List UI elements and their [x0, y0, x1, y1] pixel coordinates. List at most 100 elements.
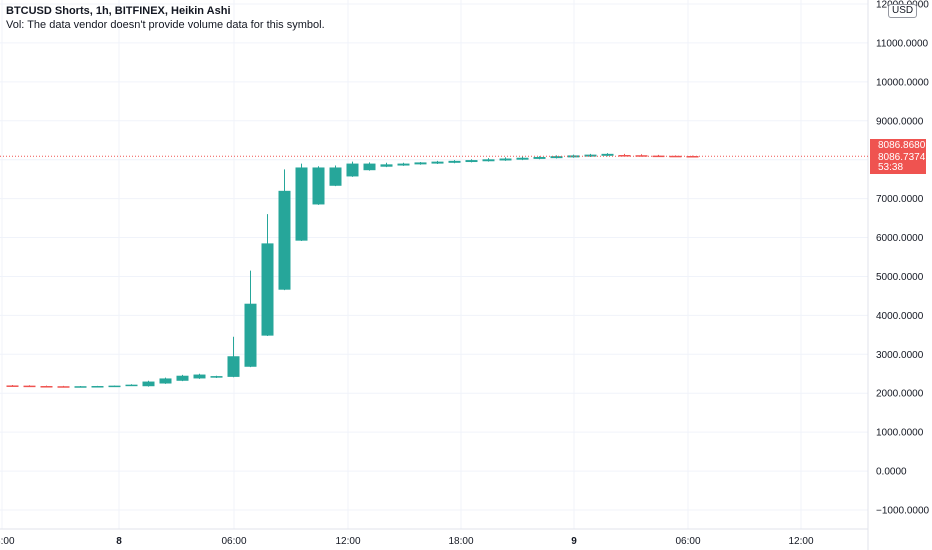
candle-body	[482, 159, 495, 162]
candle-body	[601, 153, 614, 156]
candle	[210, 375, 223, 379]
x-tick-label: 12:00	[788, 536, 813, 547]
candle	[295, 163, 308, 242]
y-tick-label: 4000.0000	[876, 311, 924, 322]
candle-body	[346, 163, 359, 177]
y-tick-label: 9000.0000	[876, 116, 924, 127]
candle-body	[397, 163, 410, 166]
candle	[601, 153, 614, 157]
candle-body	[57, 386, 70, 388]
candle-body	[125, 384, 138, 387]
candle-body	[584, 154, 597, 157]
candle-body	[278, 190, 291, 290]
candle	[652, 154, 665, 158]
candle	[635, 154, 648, 157]
chart-legend: BTCUSD Shorts, 1h, BITFINEX, Heikin Ashi…	[6, 4, 325, 32]
y-axis-ticks[interactable]: 12000.000011000.000010000.00009000.00008…	[876, 0, 930, 517]
candle	[346, 161, 359, 177]
y-tick-label: 6000.0000	[876, 233, 924, 244]
candle-body	[176, 375, 189, 381]
candle	[261, 214, 274, 337]
candle-series	[6, 153, 699, 388]
candle	[40, 385, 53, 388]
candle-body	[6, 385, 19, 387]
x-tick-label: 9	[571, 536, 577, 547]
candle-body	[227, 356, 240, 377]
candle	[125, 384, 138, 387]
candle-body	[312, 167, 325, 205]
price-label-upper: 8086.8680	[870, 139, 926, 152]
candle	[159, 377, 172, 384]
volume-note: Vol: The data vendor doesn't provide vol…	[6, 19, 325, 31]
candle	[431, 160, 444, 164]
x-tick-label: 18:00	[448, 536, 473, 547]
candle-body	[448, 160, 461, 163]
candle-body	[618, 155, 631, 157]
candle-body	[108, 385, 121, 388]
y-tick-label: 0.0000	[876, 467, 907, 478]
candle-body	[295, 167, 308, 241]
candle	[380, 162, 393, 168]
candle-body	[329, 167, 342, 186]
candle-body	[363, 163, 376, 171]
candle-body	[244, 303, 257, 367]
candle-body	[686, 155, 699, 158]
candle	[414, 162, 427, 165]
candle-body	[550, 156, 563, 159]
y-tick-label: 10000.0000	[876, 77, 929, 88]
candle	[584, 153, 597, 157]
y-tick-label: 5000.0000	[876, 272, 924, 283]
y-tick-label: 1000.0000	[876, 428, 924, 439]
candle-body	[533, 156, 546, 159]
candle-body	[210, 376, 223, 378]
candle-body	[193, 374, 206, 379]
candle	[227, 336, 240, 378]
candle-body	[414, 162, 427, 165]
candle-body	[261, 243, 274, 336]
bar-countdown: 53:38	[870, 161, 926, 174]
y-tick-label: −1000.0000	[876, 506, 930, 517]
candle	[329, 165, 342, 187]
candle	[397, 162, 410, 166]
y-tick-label: 2000.0000	[876, 389, 924, 400]
candle-body	[40, 386, 53, 388]
candle-body	[635, 155, 648, 157]
candle	[91, 385, 104, 388]
candle-body	[159, 378, 172, 384]
candle-body	[465, 160, 478, 163]
candle	[193, 373, 206, 379]
candle	[142, 380, 155, 387]
symbol-title[interactable]: BTCUSD Shorts, 1h, BITFINEX, Heikin Ashi	[6, 5, 231, 17]
candle	[550, 155, 563, 159]
candle	[686, 155, 699, 158]
candle-body	[516, 157, 529, 160]
candle-body	[74, 386, 87, 388]
y-tick-label: 7000.0000	[876, 194, 924, 205]
x-tick-label: 12:00	[335, 536, 360, 547]
candle	[57, 385, 70, 388]
price-label-lower: 8086.7374	[870, 151, 926, 164]
x-tick-label: 8	[116, 536, 122, 547]
x-tick-label: 18:00	[0, 536, 15, 547]
x-tick-label: 06:00	[221, 536, 246, 547]
candle	[482, 158, 495, 162]
x-tick-label: 06:00	[675, 536, 700, 547]
candle	[533, 156, 546, 160]
candle	[516, 156, 529, 161]
candle-body	[499, 158, 512, 161]
candle	[312, 166, 325, 205]
candle	[74, 386, 87, 388]
candle	[6, 385, 19, 387]
candle-body	[431, 161, 444, 164]
y-tick-label: 11000.0000	[876, 38, 929, 49]
currency-badge[interactable]: USD	[888, 4, 918, 18]
candle	[176, 374, 189, 382]
candle	[448, 160, 461, 164]
candle	[618, 153, 631, 157]
candle-body	[380, 164, 393, 167]
x-axis-ticks[interactable]: 18:00 8 06:00 12:00 18:00 9 06:00 12:00	[0, 536, 814, 547]
candle	[499, 157, 512, 161]
candle-body	[91, 386, 104, 388]
candle	[278, 169, 291, 291]
